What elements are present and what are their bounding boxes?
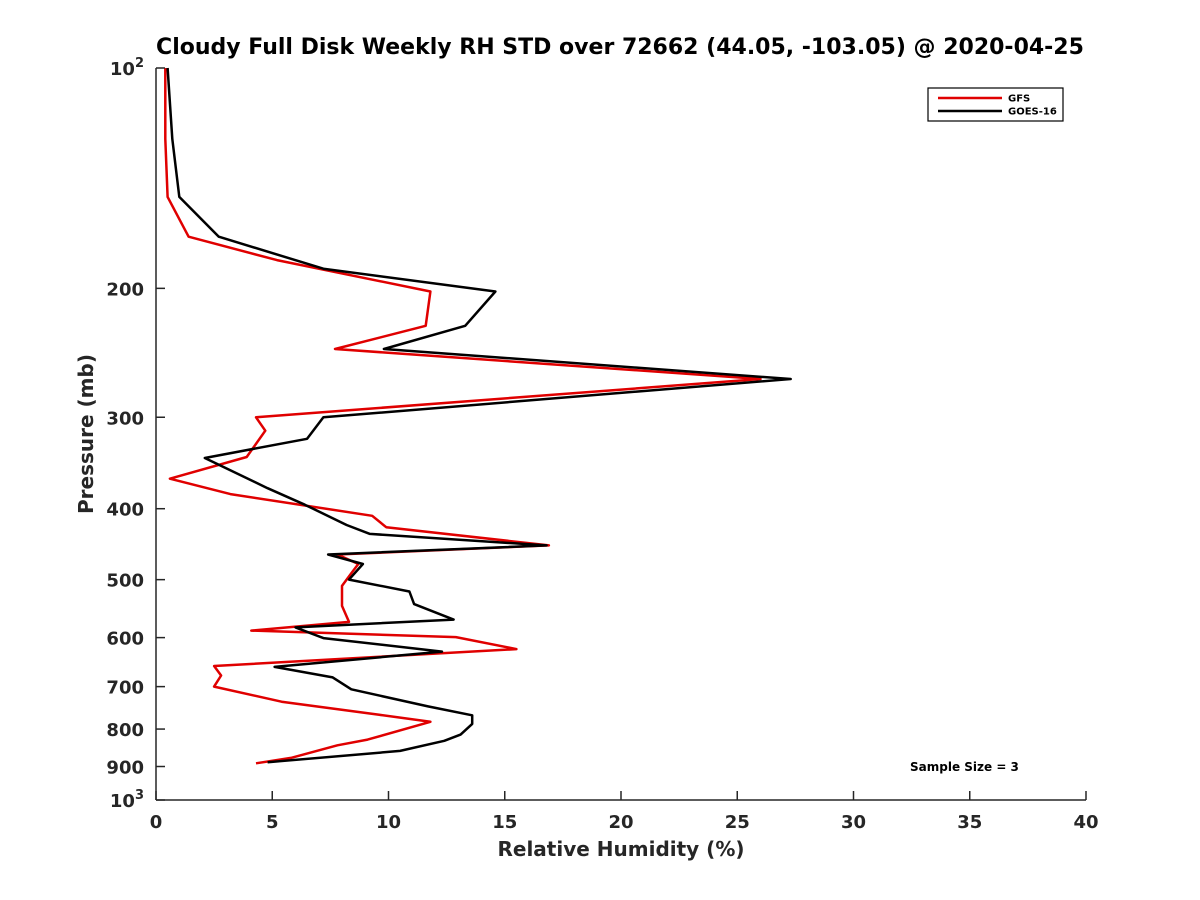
y-tick-label: 800 [106, 720, 144, 741]
x-axis-label: Relative Humidity (%) [497, 837, 744, 861]
x-tick-label: 15 [492, 812, 517, 833]
x-tick-label: 30 [841, 812, 866, 833]
x-axis-ticks: 0 5 10 15 20 25 30 35 40 [150, 791, 1099, 833]
legend-label-goes16: GOES-16 [1008, 107, 1057, 118]
y-tick-label: 400 [106, 500, 144, 521]
x-tick-label: 0 [150, 812, 163, 833]
x-tick-label: 10 [376, 812, 401, 833]
y-tick-label: 500 [106, 571, 144, 592]
x-tick-label: 35 [957, 812, 982, 833]
y-axis-label: Pressure (mb) [74, 354, 98, 514]
chart-title: Cloudy Full Disk Weekly RH STD over 7266… [156, 35, 1084, 60]
y-tick-label: 600 [106, 629, 144, 650]
x-tick-label: 40 [1073, 812, 1098, 833]
x-tick-label: 20 [608, 812, 633, 833]
y-tick-label: 900 [106, 758, 144, 779]
y-tick-label: 102 [110, 56, 144, 80]
plot-area [156, 68, 1086, 800]
y-tick-label: 200 [106, 279, 144, 300]
legend: GFS GOES-16 [927, 87, 1064, 122]
legend-box [927, 87, 1064, 122]
x-tick-label: 25 [725, 812, 750, 833]
x-tick-label: 5 [266, 812, 279, 833]
series-line-goes16 [166, 67, 792, 764]
y-tick-label: 700 [106, 678, 144, 699]
y-axis-ticks: 102 200 300 400 500 600 700 800 900 103 [106, 56, 165, 812]
legend-label-gfs: GFS [1008, 94, 1030, 105]
y-tick-label: 103 [110, 788, 144, 812]
sample-size-annotation: Sample Size = 3 [910, 760, 1019, 774]
y-tick-label: 300 [106, 408, 144, 429]
series-layer [164, 67, 792, 765]
